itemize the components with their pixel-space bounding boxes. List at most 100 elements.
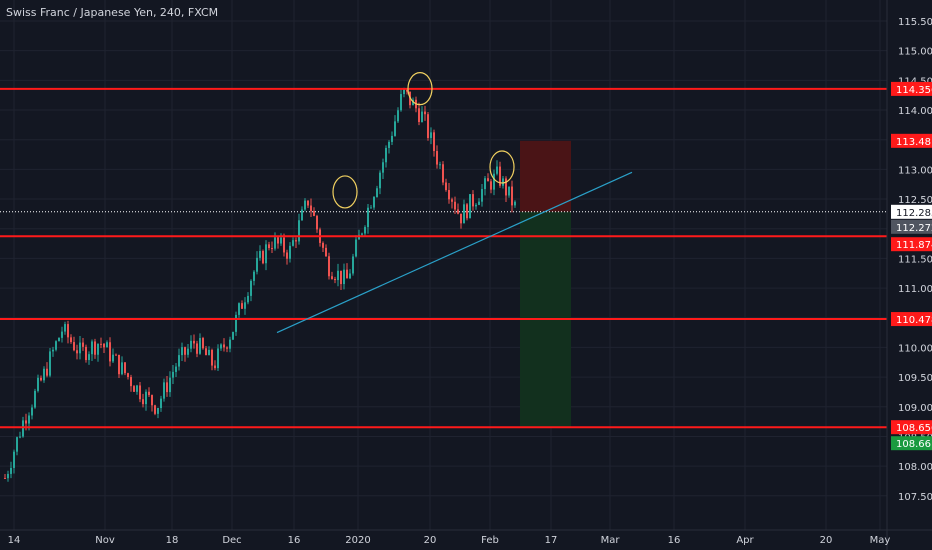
candle-body[interactable] <box>199 338 201 354</box>
candle-body[interactable] <box>388 141 390 148</box>
candle-body[interactable] <box>205 348 207 356</box>
candle-body[interactable] <box>418 108 420 123</box>
candle-body[interactable] <box>109 342 111 362</box>
candle-body[interactable] <box>385 147 387 163</box>
candle-body[interactable] <box>403 88 405 95</box>
candle-body[interactable] <box>280 237 282 244</box>
candle-body[interactable] <box>514 201 516 206</box>
candle-body[interactable] <box>13 451 15 468</box>
candle-body[interactable] <box>55 341 57 350</box>
candle-body[interactable] <box>25 420 27 424</box>
candle-body[interactable] <box>7 473 9 479</box>
candle-body[interactable] <box>70 337 72 343</box>
candle-body[interactable] <box>286 252 288 259</box>
candle-body[interactable] <box>379 172 381 189</box>
candle-body[interactable] <box>376 188 378 198</box>
candle-body[interactable] <box>364 227 366 234</box>
candle-body[interactable] <box>238 303 240 315</box>
candle-body[interactable] <box>304 200 306 210</box>
candle-body[interactable] <box>163 382 165 399</box>
candle-body[interactable] <box>259 251 261 258</box>
candle-body[interactable] <box>505 178 507 196</box>
candle-body[interactable] <box>133 386 135 392</box>
candle-body[interactable] <box>283 237 285 253</box>
candle-body[interactable] <box>430 132 432 138</box>
candle-body[interactable] <box>349 273 351 279</box>
candle-body[interactable] <box>136 385 138 392</box>
candle-body[interactable] <box>256 257 258 272</box>
candle-body[interactable] <box>370 207 372 209</box>
candle-body[interactable] <box>166 382 168 393</box>
candle-body[interactable] <box>88 354 90 361</box>
candle-body[interactable] <box>235 314 237 332</box>
candle-body[interactable] <box>184 347 186 355</box>
candle-body[interactable] <box>466 204 468 219</box>
candle-body[interactable] <box>187 348 189 355</box>
candle-body[interactable] <box>490 181 492 190</box>
candle-body[interactable] <box>241 303 243 309</box>
candle-body[interactable] <box>451 199 453 202</box>
candle-body[interactable] <box>463 204 465 224</box>
candle-body[interactable] <box>151 395 153 406</box>
candle-body[interactable] <box>316 215 318 230</box>
candle-body[interactable] <box>130 377 132 387</box>
candle-body[interactable] <box>58 337 60 342</box>
candle-body[interactable] <box>175 366 177 372</box>
candle-body[interactable] <box>373 197 375 208</box>
candle-body[interactable] <box>406 88 408 92</box>
candle-body[interactable] <box>115 354 117 356</box>
candle-body[interactable] <box>28 415 30 424</box>
candle-body[interactable] <box>112 354 114 362</box>
candle-body[interactable] <box>142 399 144 405</box>
candle-body[interactable] <box>22 420 24 437</box>
candle-body[interactable] <box>172 371 174 378</box>
candle-body[interactable] <box>145 391 147 405</box>
candle-body[interactable] <box>496 166 498 174</box>
candle-body[interactable] <box>265 244 267 264</box>
candle-body[interactable] <box>157 408 159 414</box>
candle-body[interactable] <box>61 331 63 338</box>
candle-body[interactable] <box>394 121 396 136</box>
candle-body[interactable] <box>454 201 456 210</box>
candle-body[interactable] <box>337 270 339 281</box>
candle-body[interactable] <box>106 342 108 348</box>
candle-body[interactable] <box>298 220 300 242</box>
candle-body[interactable] <box>427 114 429 138</box>
candle-body[interactable] <box>229 339 231 349</box>
candle-body[interactable] <box>223 344 225 348</box>
candle-body[interactable] <box>424 111 426 115</box>
candle-body[interactable] <box>208 349 210 356</box>
candle-body[interactable] <box>76 350 78 354</box>
candle-body[interactable] <box>346 269 348 279</box>
candle-body[interactable] <box>4 477 6 479</box>
candle-body[interactable] <box>49 351 51 376</box>
candle-body[interactable] <box>325 247 327 257</box>
candle-body[interactable] <box>211 349 213 366</box>
candle-body[interactable] <box>127 373 129 378</box>
candle-body[interactable] <box>334 278 336 281</box>
candle-body[interactable] <box>433 132 435 152</box>
candle-body[interactable] <box>301 209 303 221</box>
candle-body[interactable] <box>40 377 42 381</box>
highlight-circle[interactable] <box>407 72 433 106</box>
candle-body[interactable] <box>469 194 471 219</box>
candle-body[interactable] <box>508 186 510 196</box>
candle-body[interactable] <box>37 377 39 391</box>
candle-body[interactable] <box>436 151 438 165</box>
candle-body[interactable] <box>268 244 270 249</box>
candle-body[interactable] <box>139 385 141 400</box>
candle-body[interactable] <box>214 365 216 369</box>
candle-body[interactable] <box>148 391 150 396</box>
candle-body[interactable] <box>43 368 45 381</box>
candle-body[interactable] <box>46 368 48 376</box>
candle-body[interactable] <box>169 377 171 393</box>
candle-body[interactable] <box>19 436 21 438</box>
candle-body[interactable] <box>421 111 423 123</box>
candle-body[interactable] <box>448 190 450 200</box>
candle-body[interactable] <box>310 205 312 212</box>
candle-body[interactable] <box>343 269 345 285</box>
candle-body[interactable] <box>181 347 183 356</box>
trendline[interactable] <box>276 171 633 334</box>
candle-body[interactable] <box>250 280 252 296</box>
